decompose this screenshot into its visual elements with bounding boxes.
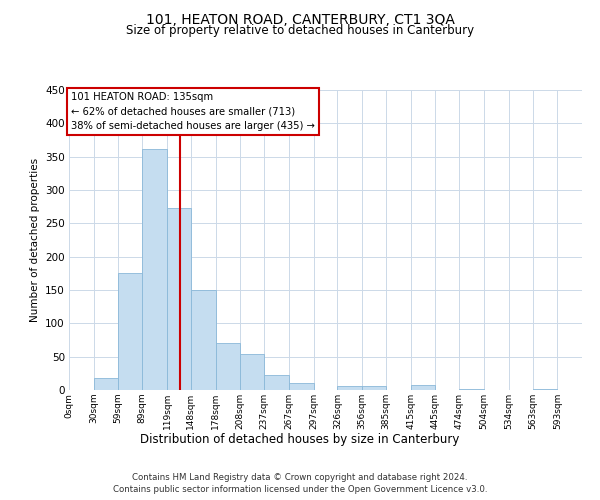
Bar [337, 386, 362, 390]
Bar [118, 274, 142, 390]
Text: Contains public sector information licensed under the Open Government Licence v3: Contains public sector information licen… [113, 485, 487, 494]
Bar [362, 386, 386, 390]
Text: 101, HEATON ROAD, CANTERBURY, CT1 3QA: 101, HEATON ROAD, CANTERBURY, CT1 3QA [146, 12, 454, 26]
Bar [142, 148, 167, 390]
Y-axis label: Number of detached properties: Number of detached properties [29, 158, 40, 322]
Bar [94, 378, 118, 390]
Text: 101 HEATON ROAD: 135sqm
← 62% of detached houses are smaller (713)
38% of semi-d: 101 HEATON ROAD: 135sqm ← 62% of detache… [71, 92, 314, 131]
Bar [240, 354, 264, 390]
Bar [167, 208, 191, 390]
Text: Distribution of detached houses by size in Canterbury: Distribution of detached houses by size … [140, 432, 460, 446]
Bar [289, 382, 314, 390]
Bar [191, 290, 215, 390]
Bar [264, 374, 289, 390]
Text: Contains HM Land Registry data © Crown copyright and database right 2024.: Contains HM Land Registry data © Crown c… [132, 472, 468, 482]
Bar [215, 344, 240, 390]
Text: Size of property relative to detached houses in Canterbury: Size of property relative to detached ho… [126, 24, 474, 37]
Bar [411, 384, 436, 390]
